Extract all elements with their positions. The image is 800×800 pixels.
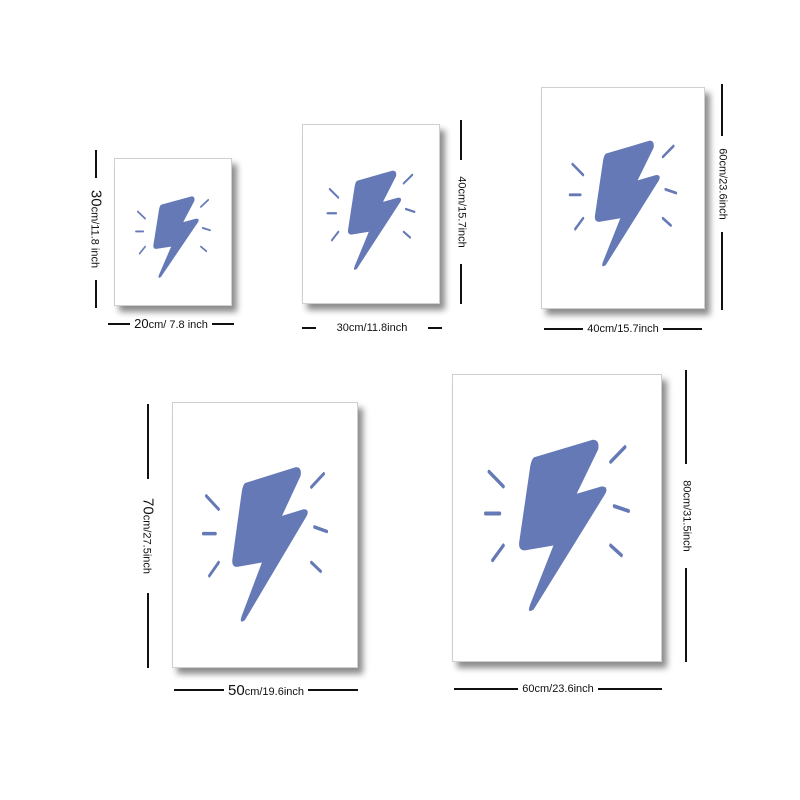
lightning-bolt-icon <box>303 125 439 303</box>
width-dimension-30x40: 30cm/11.8inch <box>302 320 442 336</box>
width-label: 30cm/11.8inch <box>336 321 408 334</box>
dimension-line <box>721 232 723 310</box>
dimension-line <box>211 323 234 325</box>
height-label: 70cm/27.5inch <box>139 498 157 574</box>
dimension-line <box>454 688 519 690</box>
width-label: 40cm/15.7inch <box>587 322 659 335</box>
height-label: 30cm/11.8 inch <box>87 189 105 269</box>
dimension-line <box>147 404 149 479</box>
width-label: 60cm/23.6inch <box>522 682 594 695</box>
poster-60x80 <box>452 374 662 662</box>
poster-30x40 <box>302 124 440 304</box>
height-dimension-60x80: 80cm/31.5inch <box>678 370 694 662</box>
width-label: 20cm/ 7.8 inch <box>134 316 208 331</box>
dimension-line <box>95 150 97 178</box>
lightning-bolt-icon <box>173 403 357 667</box>
dimension-line <box>597 688 663 690</box>
height-dimension-30x40: 40cm/15.7inch <box>453 120 469 304</box>
width-label: 50cm/19.6inch <box>228 681 304 699</box>
height-dimension-20x30: 30cm/11.8 inch <box>87 150 105 308</box>
lightning-bolt-icon <box>115 159 231 305</box>
dimension-line <box>108 323 131 325</box>
dimension-line <box>95 280 97 308</box>
poster-50x70 <box>172 402 358 668</box>
poster-40x60 <box>541 87 705 309</box>
lightning-bolt-icon <box>453 375 661 661</box>
dimension-line <box>685 370 687 464</box>
dimension-line <box>427 327 442 329</box>
height-label: 80cm/31.5inch <box>680 480 693 552</box>
height-dimension-40x60: 60cm/23.6inch <box>714 84 730 310</box>
height-label: 60cm/23.6inch <box>716 148 729 220</box>
dimension-line <box>302 327 316 329</box>
height-dimension-50x70: 70cm/27.5inch <box>139 404 157 668</box>
dimension-line <box>174 689 224 691</box>
width-dimension-20x30: 20cm/ 7.8 inch <box>108 316 234 332</box>
dimension-line <box>147 593 149 668</box>
poster-20x30 <box>114 158 232 306</box>
dimension-line <box>544 328 584 330</box>
width-dimension-50x70: 50cm/19.6inch <box>174 682 358 698</box>
width-dimension-60x80: 60cm/23.6inch <box>454 682 663 696</box>
dimension-line <box>460 264 462 304</box>
dimension-line <box>685 568 687 662</box>
dimension-line <box>460 120 462 160</box>
dimension-line <box>308 689 358 691</box>
height-label: 40cm/15.7inch <box>455 176 468 248</box>
dimension-line <box>721 84 723 136</box>
width-dimension-40x60: 40cm/15.7inch <box>544 322 703 336</box>
dimension-line <box>662 328 703 330</box>
lightning-bolt-icon <box>542 88 704 308</box>
